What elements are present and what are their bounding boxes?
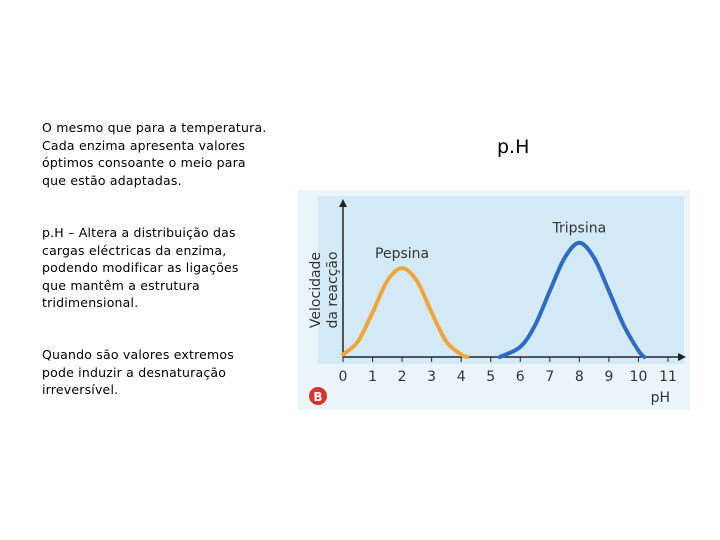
text-line: O mesmo que para a temperatura.: [42, 120, 267, 135]
x-tick-label: 2: [398, 369, 407, 385]
text-line: podendo modificar as ligações: [42, 260, 239, 275]
text-line: cargas eléctricas da enzima,: [42, 242, 227, 258]
x-tick-label: 6: [516, 369, 525, 385]
text-line: tridimensional.: [42, 295, 139, 310]
axis-arrow: [678, 353, 686, 361]
text-line: Quando são valores extremos: [42, 347, 234, 362]
plot-background: [318, 196, 684, 364]
badge: [309, 387, 327, 405]
text-line: óptimos consoante o meio para: [42, 155, 246, 170]
text-line: que mantêm a estrutura: [42, 277, 200, 293]
text-line: Cada enzima apresenta valores: [42, 137, 246, 153]
paragraph: p.H – Altera a distribuição das cargas e…: [42, 224, 239, 312]
x-tick-label: 8: [575, 369, 584, 385]
x-tick-label: 5: [486, 369, 495, 385]
text-line: pode induzir a desnaturação: [42, 364, 227, 380]
badge-label: B: [313, 390, 322, 404]
text-line: irreversível.: [42, 382, 119, 397]
x-tick-label: 1: [368, 369, 377, 385]
x-tick-label: 7: [545, 369, 554, 385]
heading: p.H: [497, 136, 530, 158]
x-axis-label: pH: [651, 390, 670, 406]
x-tick-label: 10: [630, 369, 648, 385]
paragraph: Quando são valores extremos pode induzir…: [42, 346, 234, 399]
y-axis-label-line: Velocidade: [308, 252, 324, 328]
curve: [341, 266, 470, 359]
x-tick-label: 11: [659, 369, 677, 385]
text-line: p.H – Altera a distribuição das: [42, 225, 236, 240]
series-label: Tripsina: [552, 221, 607, 237]
axis-arrow: [339, 199, 347, 207]
x-tick-label: 0: [339, 369, 348, 385]
x-tick-label: 9: [604, 369, 613, 385]
x-tick-label: 4: [457, 369, 466, 385]
y-axis-label: Velocidade da reacção: [308, 251, 341, 328]
y-axis-label-line: da reacção: [325, 251, 341, 328]
paragraph: O mesmo que para a temperatura. Cada enz…: [42, 119, 267, 189]
series-label: Pepsina: [375, 246, 429, 262]
curve: [497, 240, 647, 359]
text-line: que estão adaptadas.: [42, 172, 182, 188]
x-tick-label: 3: [427, 369, 436, 385]
